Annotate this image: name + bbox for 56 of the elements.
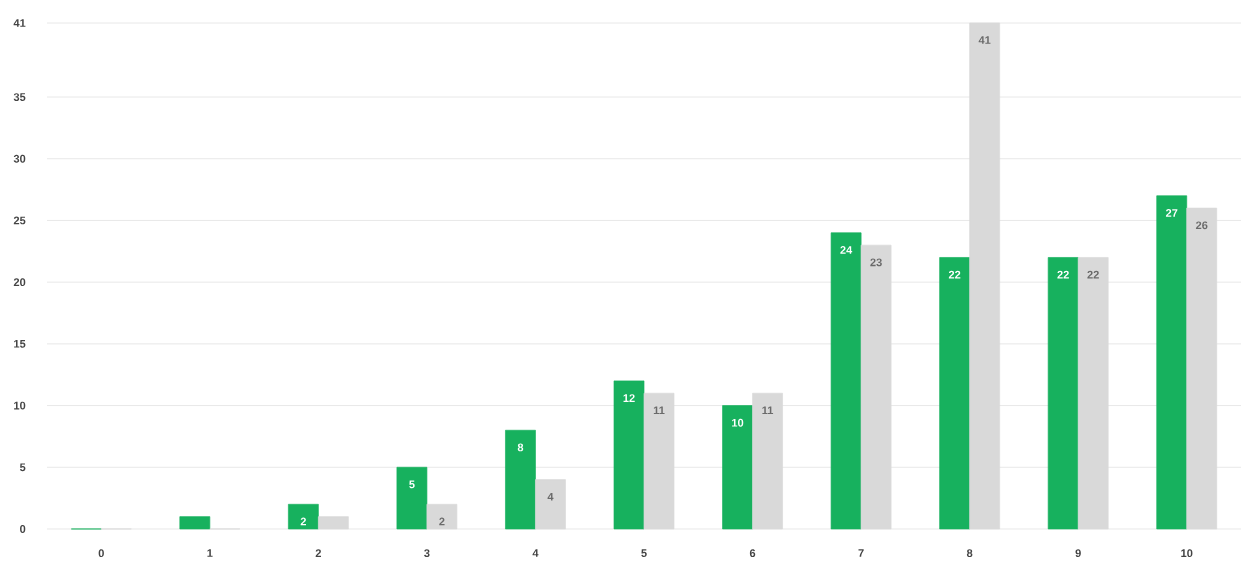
x-tick-label: 10: [1181, 549, 1193, 558]
x-tick-label: 8: [966, 549, 973, 558]
bar: [505, 429, 536, 530]
data-label: 11: [653, 406, 665, 415]
data-label: 2: [300, 517, 307, 526]
x-tick-label: 0: [98, 549, 104, 558]
data-label: 8: [517, 443, 524, 452]
x-tick-label: 2: [315, 549, 321, 557]
bar: [830, 232, 862, 530]
bar: [288, 503, 319, 530]
bar: [752, 392, 783, 530]
bar: [396, 466, 428, 530]
data-label: 22: [1087, 270, 1099, 279]
y-tick-label: 15: [14, 340, 26, 348]
x-tick-label: 4: [532, 549, 539, 557]
x-tick-label: 9: [1075, 549, 1081, 558]
x-tick-label: 7: [858, 549, 864, 557]
bar: [613, 380, 645, 530]
y-tick-label: 20: [13, 278, 26, 287]
y-tick-label: 35: [13, 93, 26, 101]
x-tick-label: 5: [641, 549, 647, 557]
y-tick-label: 25: [13, 216, 26, 225]
bar: [426, 503, 458, 530]
data-label: 23: [870, 258, 882, 267]
x-tick-label: 6: [749, 549, 756, 558]
bar: [1156, 195, 1188, 530]
bar: [643, 392, 675, 530]
bar: [969, 22, 1000, 530]
bar: [1186, 207, 1218, 530]
data-label: 27: [1165, 209, 1178, 217]
data-label: 22: [1057, 270, 1069, 279]
data-label: 10: [732, 418, 744, 427]
data-label: 22: [948, 270, 961, 279]
y-tick-label: 0: [20, 525, 26, 533]
y-tick-label: 10: [14, 401, 26, 410]
data-label: 2: [439, 517, 445, 526]
x-tick-label: 3: [424, 549, 430, 558]
data-label: 26: [1195, 221, 1208, 230]
bar: [1077, 257, 1109, 530]
data-label: 12: [623, 394, 635, 402]
bar: [722, 405, 753, 530]
data-label: 24: [840, 246, 853, 254]
bar: [1047, 257, 1079, 530]
data-label: 4: [547, 492, 554, 501]
data-label: 5: [409, 480, 415, 489]
bar: [535, 479, 566, 530]
data-label: 11: [762, 406, 774, 415]
bar: [179, 516, 211, 530]
x-tick-label: 1: [207, 549, 213, 557]
bar: [939, 257, 970, 530]
data-label: 41: [978, 36, 991, 44]
bar: [318, 516, 349, 530]
y-tick-label: 41: [13, 19, 26, 27]
y-tick-label: 30: [13, 154, 26, 163]
bar: [860, 244, 892, 530]
y-tick-label: 5: [19, 463, 26, 472]
